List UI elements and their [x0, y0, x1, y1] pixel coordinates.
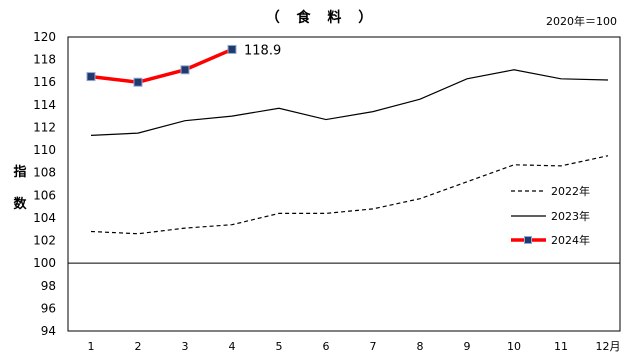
y-tick-label: 112 — [33, 120, 56, 134]
legend-marker-2024 — [524, 236, 532, 244]
x-tick-label: 10 — [507, 340, 521, 353]
series-line-2023 — [90, 69, 609, 136]
y-tick-label: 100 — [33, 256, 56, 270]
y-axis-label-char: 指 — [13, 164, 26, 180]
series-marker-2024 — [180, 65, 190, 75]
x-tick-label: 2 — [135, 340, 142, 353]
series-line-2022 — [90, 155, 609, 235]
y-tick-label: 114 — [33, 98, 56, 112]
x-tick-label: 12月 — [596, 340, 621, 353]
y-tick-label: 108 — [33, 166, 56, 180]
y-tick-label: 110 — [33, 143, 56, 157]
x-tick-label: 5 — [276, 340, 283, 353]
y-axis-ticks: 94 96 98 100 102 104 106 108 110 112 114 116 118 120 — [33, 30, 56, 338]
base-year-note: 2020年＝100 — [546, 14, 617, 28]
series-marker-2024 — [86, 72, 96, 82]
y-tick-label: 98 — [41, 279, 56, 293]
y-tick-label: 94 — [41, 324, 56, 338]
legend: 2022年 2023年 2024年 — [511, 184, 590, 247]
legend-label-2023: 2023年 — [551, 209, 590, 223]
y-axis-label: 指数 — [13, 164, 27, 212]
chart-title: （ 食 料 ） — [266, 9, 379, 26]
y-tick-label: 106 — [33, 188, 56, 202]
data-value-label: 118.9 — [244, 43, 281, 58]
y-tick-label: 96 — [41, 301, 56, 315]
x-axis-ticks: 1 2 3 4 5 6 7 8 9 10 11 12月 — [88, 340, 621, 353]
plot-area — [67, 36, 621, 332]
x-tick-label: 3 — [182, 340, 189, 353]
x-tick-label: 1 — [88, 340, 95, 353]
series-marker-2024 — [133, 77, 143, 87]
y-tick-label: 104 — [33, 211, 56, 225]
x-tick-label: 8 — [417, 340, 424, 353]
y-tick-label: 116 — [33, 75, 56, 89]
x-tick-label: 9 — [464, 340, 471, 353]
y-tick-label: 118 — [33, 53, 56, 67]
y-tick-label: 102 — [33, 234, 56, 248]
series-layer: 118.9 — [86, 43, 609, 235]
legend-label-2024: 2024年 — [551, 233, 590, 247]
x-tick-label: 4 — [229, 340, 236, 353]
x-tick-label: 7 — [370, 340, 377, 353]
y-axis-label-char: 数 — [13, 196, 27, 212]
legend-label-2022: 2022年 — [551, 184, 590, 198]
series-marker-2024 — [227, 44, 237, 54]
x-tick-label: 11 — [554, 340, 568, 353]
series-line-2024 — [90, 47, 233, 84]
y-tick-label: 120 — [33, 30, 56, 44]
x-tick-label: 6 — [323, 340, 330, 353]
